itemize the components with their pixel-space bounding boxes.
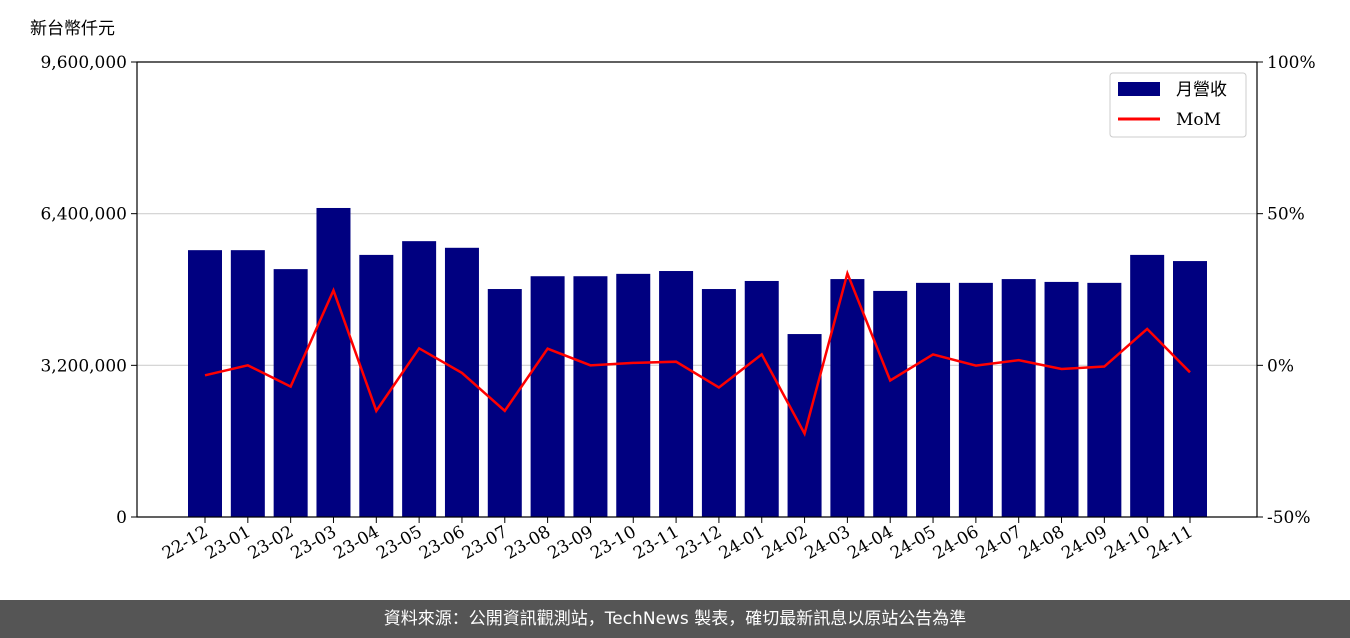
y2-tick-label: 100% xyxy=(1267,53,1316,73)
x-tick-label: 24-03 xyxy=(801,522,853,564)
legend-swatch xyxy=(1118,82,1160,96)
bar xyxy=(573,276,608,517)
bar xyxy=(1130,254,1165,517)
x-tick-label: 22-12 xyxy=(159,522,211,564)
bar xyxy=(1173,261,1207,517)
bar xyxy=(316,207,351,517)
bar xyxy=(273,269,308,517)
x-tick-label: 24-11 xyxy=(1144,522,1196,564)
x-tick-label: 23-05 xyxy=(373,522,425,564)
x-tick-label: 23-01 xyxy=(202,522,254,564)
plot-frame xyxy=(136,61,1258,518)
bar xyxy=(1001,279,1036,517)
bar xyxy=(402,241,437,517)
x-tick-label: 23-10 xyxy=(587,522,639,564)
bar xyxy=(530,276,565,517)
x-tick-label: 23-04 xyxy=(330,522,382,564)
bar xyxy=(744,280,779,517)
x-tick-label: 23-12 xyxy=(673,522,725,564)
x-tick-label: 24-04 xyxy=(844,522,896,564)
y-tick-label: 3,200,000 xyxy=(40,356,127,376)
chart: 新台幣仟元 0 3,200,000 6,400,000 9,600,000 -50% 0%… xyxy=(30,19,1316,564)
x-tick-label: 24-08 xyxy=(1016,522,1068,564)
y-tick-label: 0 xyxy=(116,508,127,528)
x-tick-label: 24-06 xyxy=(930,522,982,564)
x-tick-label: 23-02 xyxy=(245,522,297,564)
x-tick-label: 23-09 xyxy=(544,522,596,564)
bar xyxy=(616,273,651,517)
x-tick-label: 24-02 xyxy=(759,522,811,564)
bar xyxy=(787,334,822,517)
x-tick-label: 23-03 xyxy=(288,522,340,564)
x-tick-label: 24-05 xyxy=(887,522,939,564)
y-tick-label: 6,400,000 xyxy=(40,205,127,225)
bar xyxy=(359,254,394,517)
y-axis-title: 新台幣仟元 xyxy=(30,19,115,39)
bar xyxy=(230,250,265,518)
y-tick-label: 9,600,000 xyxy=(40,53,127,73)
bar xyxy=(1044,281,1079,517)
bar xyxy=(1087,282,1122,517)
line xyxy=(204,269,1191,437)
y2-tick-label: 0% xyxy=(1267,356,1294,376)
x-tick-label: 24-07 xyxy=(973,522,1025,564)
x-tick-label: 24-10 xyxy=(1101,522,1153,564)
y2-tick-label: -50% xyxy=(1267,508,1311,528)
y2-tick-label: 50% xyxy=(1267,205,1305,225)
bar xyxy=(188,250,222,518)
bar xyxy=(958,282,993,517)
legend-label: 月營收 xyxy=(1176,80,1227,100)
x-tick-label: 23-06 xyxy=(416,522,468,564)
bar xyxy=(487,289,522,517)
x-tick-label: 23-11 xyxy=(630,522,682,564)
bar xyxy=(659,271,694,517)
bar xyxy=(916,282,951,517)
bar xyxy=(701,289,736,517)
x-tick-label: 24-09 xyxy=(1058,522,1110,564)
footer: 資料來源：公開資訊觀測站，TechNews 製表，確切最新訊息以原站公告為準 xyxy=(0,600,1350,638)
x-tick-label: 23-08 xyxy=(502,522,554,564)
x-tick-label: 23-07 xyxy=(459,522,511,564)
legend-label: MoM xyxy=(1176,110,1221,130)
bar xyxy=(873,290,908,517)
x-tick-label: 24-01 xyxy=(716,522,768,564)
